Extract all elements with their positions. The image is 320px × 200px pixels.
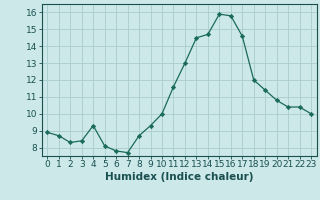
X-axis label: Humidex (Indice chaleur): Humidex (Indice chaleur) <box>105 172 253 182</box>
